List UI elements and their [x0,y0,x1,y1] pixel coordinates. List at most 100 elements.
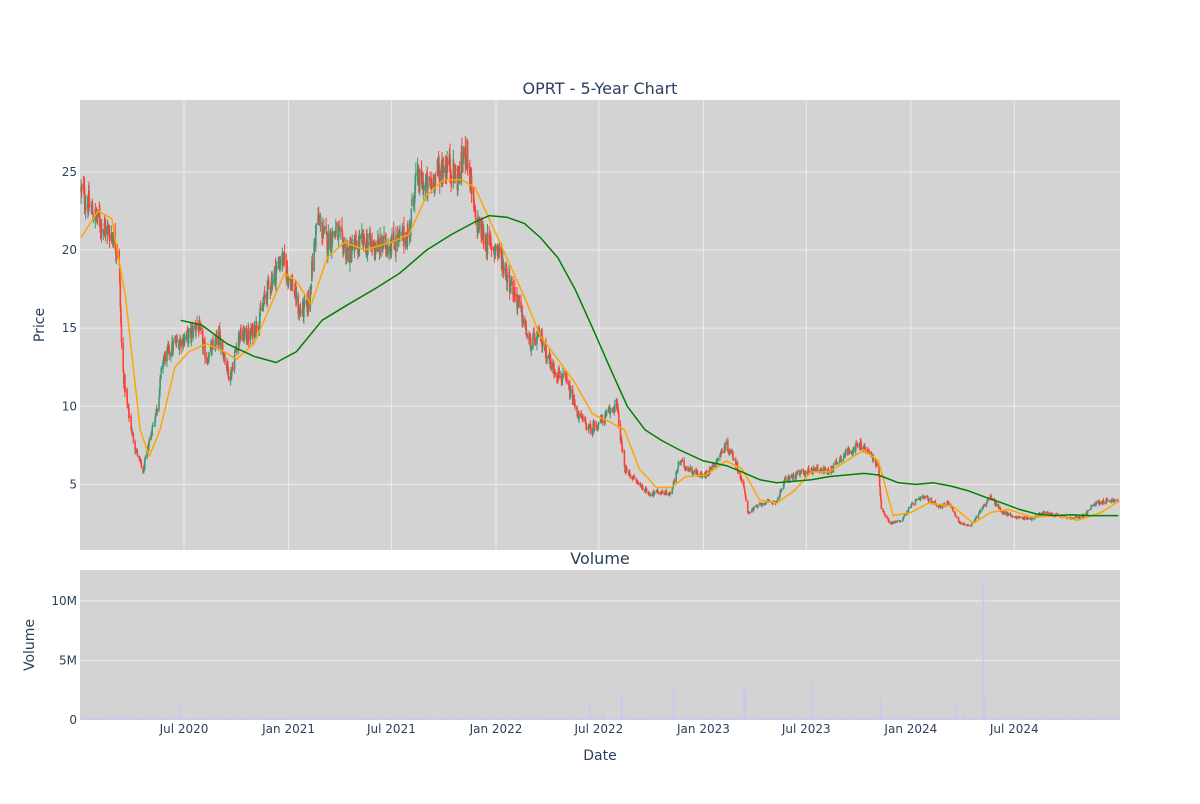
volume-bar-822 [735,718,737,720]
volume-bar-11 [89,717,91,720]
volume-bar-198 [238,717,240,720]
candle-body-67 [134,441,136,451]
candle-body-107 [166,349,168,362]
volume-bar-651 [598,718,600,720]
volume-bar-571 [534,717,536,720]
candle-body-419 [413,193,416,203]
volume-bar-861 [765,717,767,720]
volume-bar-941 [828,718,831,720]
candle-body-827 [739,472,741,474]
candle-body-1123 [974,519,976,521]
volume-bar-1168 [1010,715,1012,720]
volume-bar-391 [391,719,393,720]
candle-body-1040 [907,508,910,513]
candle-body-421 [415,173,417,176]
candle-body-792 [711,466,713,472]
candle-body-1131 [979,509,982,513]
candle-body-865 [768,500,771,502]
volume-bar-276 [299,717,302,720]
candle-body-78 [142,466,145,474]
candle-body-247 [277,262,280,264]
volume-bar-721 [653,718,656,720]
volume-bar-168 [214,717,216,720]
x-tick-7: Jan 2024 [883,722,937,736]
candle-body-482 [464,147,467,165]
candle-body-1263 [1085,511,1088,516]
candle-body-311 [327,233,330,251]
candle-body-528 [500,252,503,269]
volume-bar-116 [172,719,174,720]
volume-bar-191 [232,719,234,720]
volume-bar-831 [741,718,743,720]
candle-body-960 [844,454,846,457]
volume-bar-851 [757,718,759,720]
candle-body-1105 [959,521,962,523]
candle-body-1205 [1039,512,1041,515]
volume-bar-886 [785,718,787,720]
candle-body-196 [236,349,238,352]
candle-body-1211 [1043,511,1046,513]
candle-body-941 [828,472,831,474]
candle-body-914 [807,467,810,471]
candle-body-771 [693,470,696,473]
volume-bar-1076 [936,719,938,720]
candle-body-584 [545,344,547,357]
volume-bar-661 [606,718,608,720]
volume-bar-211 [248,718,250,720]
x-axis-label: Date [583,748,616,764]
candle-body-797 [715,463,717,468]
candle-body-751 [677,462,680,467]
volume-y-tick-0: 0 [69,713,77,727]
candle-body-479 [461,167,464,169]
volume-bar-796 [713,719,715,720]
volume-bar-606 [562,717,564,720]
candle-body-238 [270,287,272,290]
candle-body-31 [104,225,107,235]
volume-bar-1111 [964,717,966,720]
candle-body-961 [844,450,847,456]
candle-body-939 [827,469,830,473]
candle-body-1252 [1077,516,1079,518]
candle-body-1181 [1019,516,1022,518]
volume-bar-1281 [1099,718,1101,720]
candle-body-871 [773,501,775,503]
candle-body-0 [80,186,82,193]
candle-body-966 [848,450,851,454]
candle-body-373 [377,240,380,242]
candle-body-745 [673,481,675,484]
volume-bar-680 [621,697,623,720]
candle-body-66 [132,434,135,442]
candle-body-327 [341,227,343,233]
candle-body-76 [140,461,143,467]
candle-body-906 [800,470,803,472]
candle-body-527 [500,245,502,254]
volume-bar-1244 [1070,713,1072,720]
volume-bar-476 [459,717,461,720]
candle-body-329 [342,238,344,254]
candle-body-518 [492,247,495,250]
candle-body-280 [303,301,305,318]
volume-bar-913 [807,717,809,720]
volume-bar-401 [399,717,401,720]
candle-body-976 [856,445,859,447]
candle-body-1221 [1051,513,1054,515]
volume-bar-621 [574,719,576,720]
candle-body-242 [273,270,276,283]
volume-bar-5 [84,717,86,720]
volume-gridlines [80,600,1120,661]
volume-bar-1110 [963,712,965,720]
candle-body-1013 [886,517,889,519]
volume-bar-766 [689,719,691,720]
candle-body-1059 [923,496,925,498]
candle-body-647 [595,425,598,427]
candle-body-1124 [974,517,977,520]
candle-body-246 [275,265,278,271]
volume-bar-1030 [900,717,902,720]
volume-bar-491 [470,717,473,720]
candle-body-172 [217,332,220,345]
volume-y-tick-labels: 0 5M 10M [51,594,77,727]
candle-body-331 [343,242,346,249]
candle-body-601 [558,367,560,378]
volume-bar-436 [427,717,429,720]
